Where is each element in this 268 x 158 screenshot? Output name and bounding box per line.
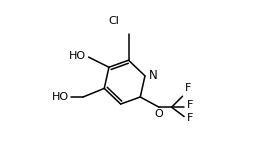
Text: HO: HO [51, 92, 69, 102]
Text: F: F [187, 113, 193, 123]
Text: O: O [154, 109, 163, 119]
Text: F: F [185, 83, 191, 93]
Text: HO: HO [69, 51, 86, 61]
Text: N: N [148, 69, 157, 82]
Text: F: F [187, 100, 193, 110]
Text: Cl: Cl [108, 16, 119, 26]
